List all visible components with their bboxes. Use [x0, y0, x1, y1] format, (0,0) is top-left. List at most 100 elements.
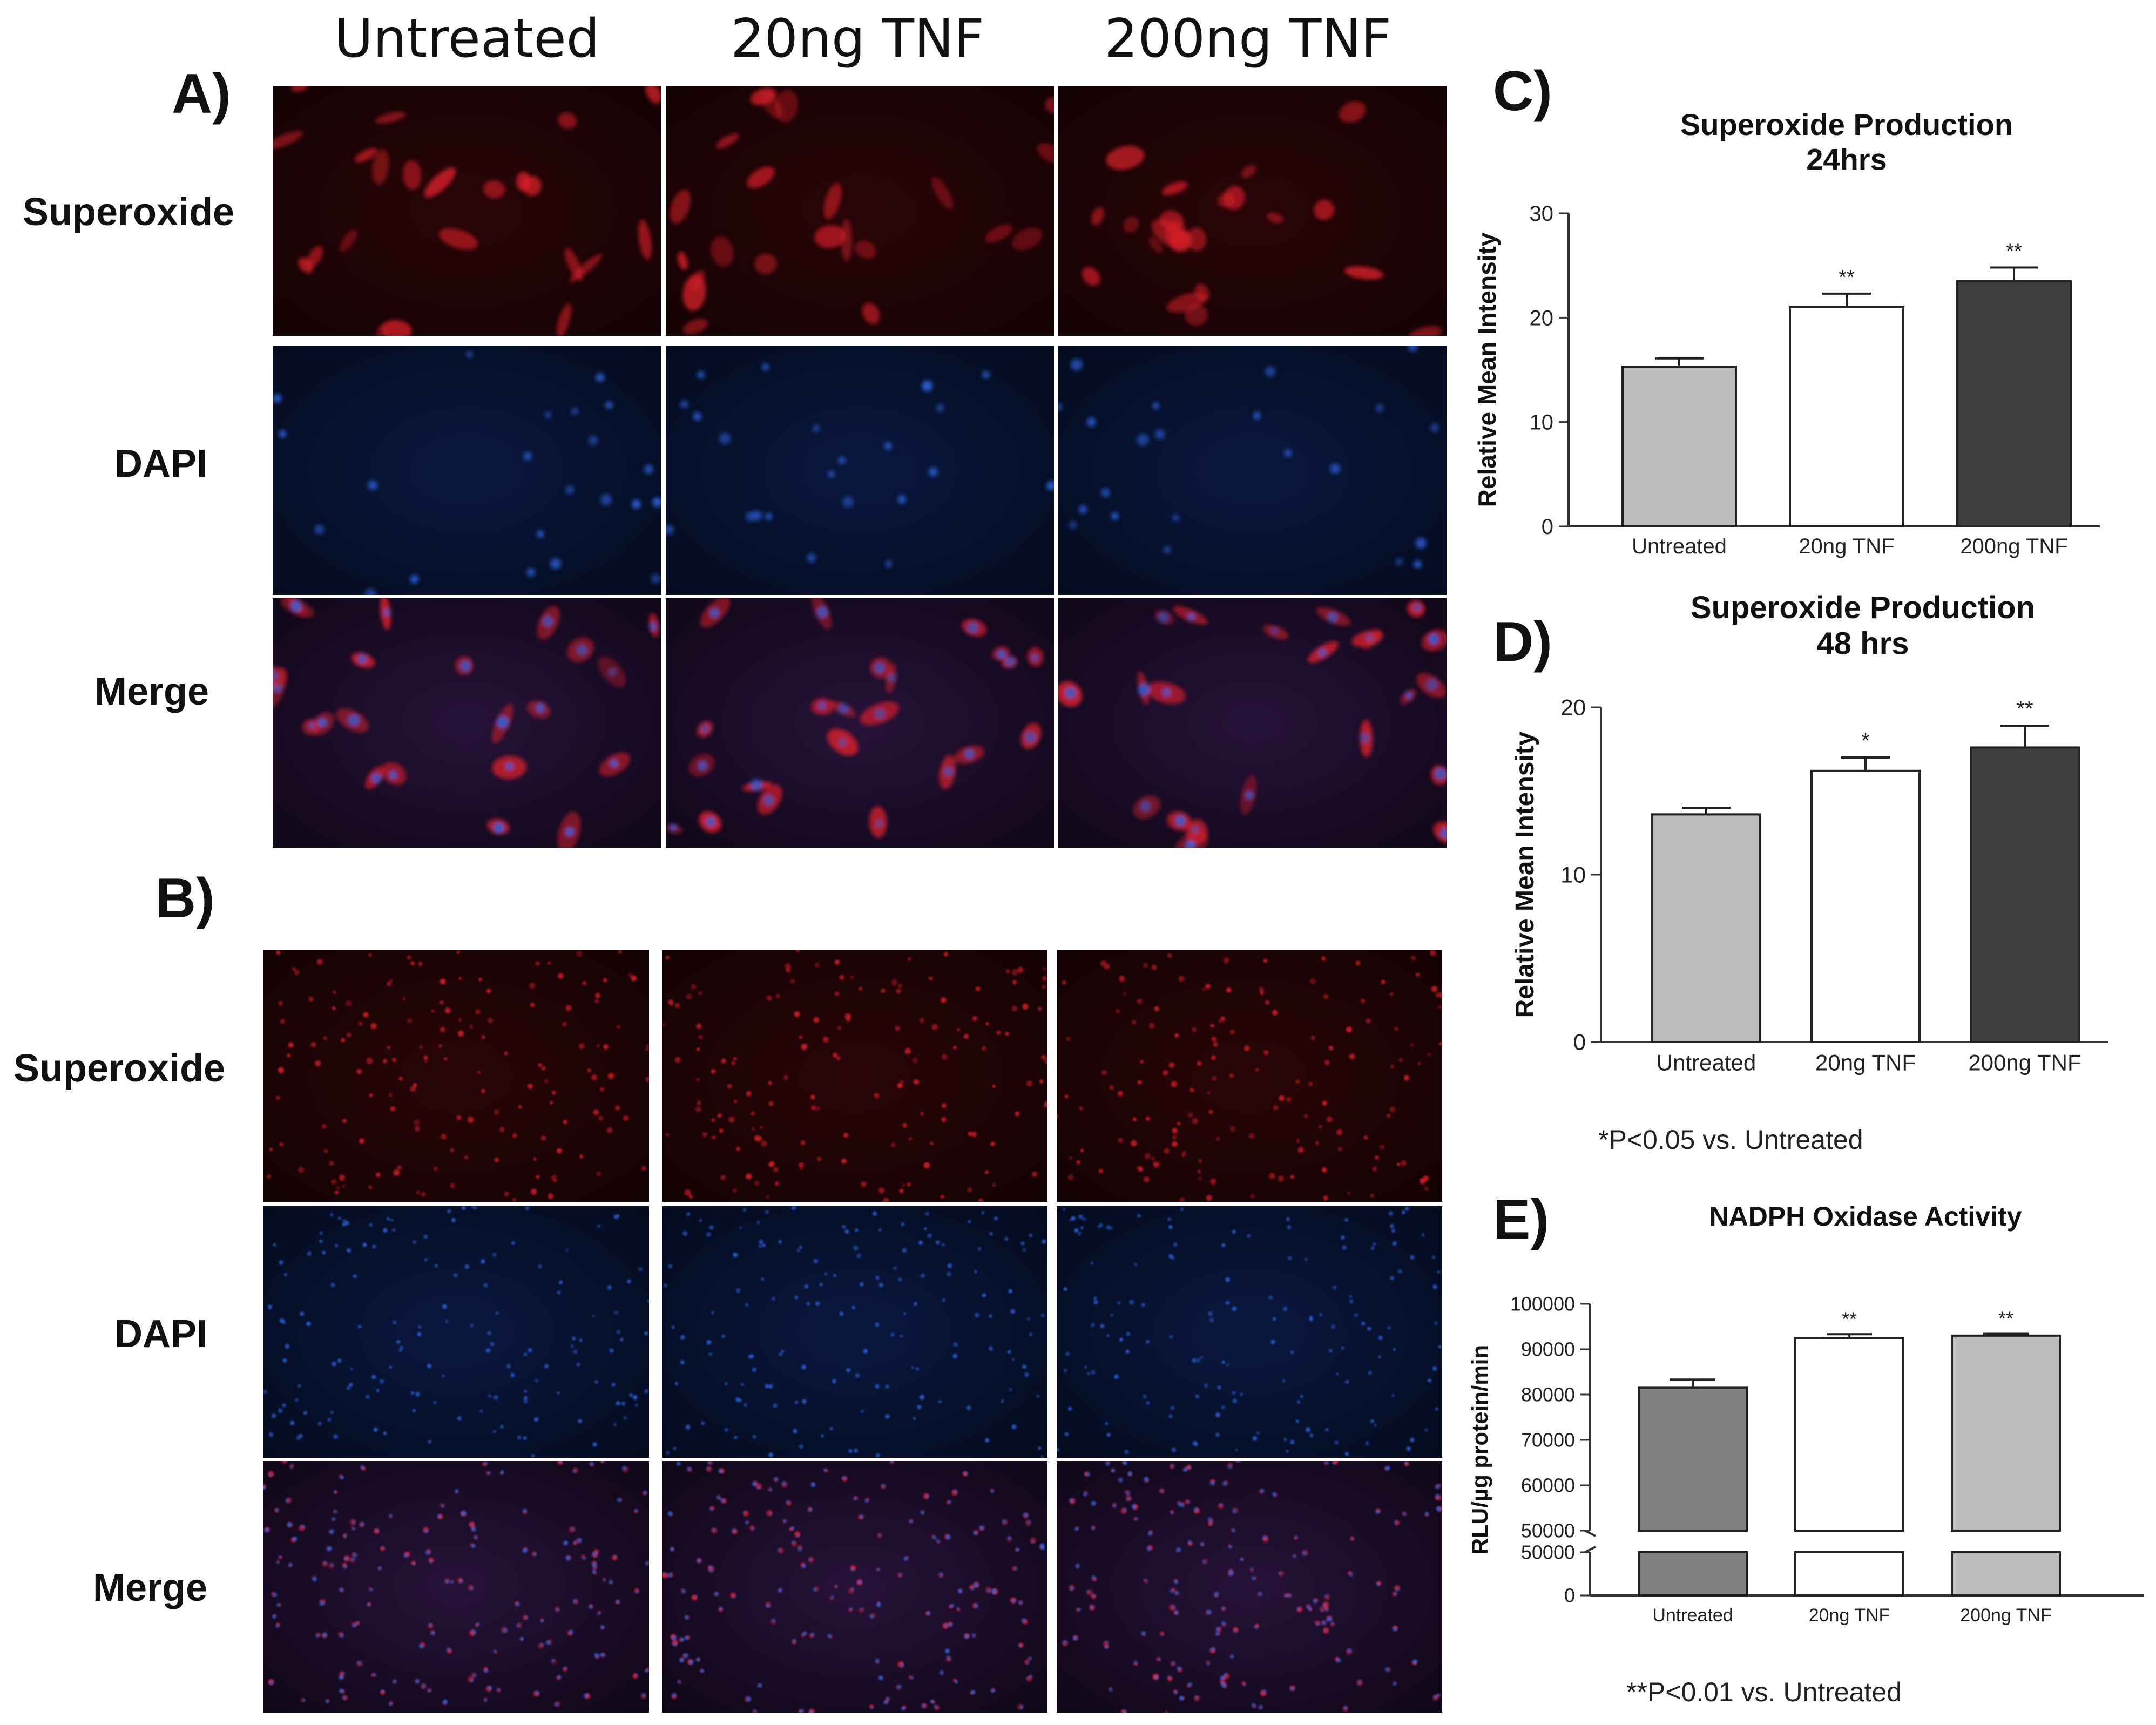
y-tick-label: 10 [1530, 411, 1554, 435]
micrograph-image [273, 598, 661, 848]
micrograph-a-merge-20ng [666, 598, 1054, 848]
micrograph-a-superoxide-20ng [666, 86, 1054, 336]
footnote-p005: *P<0.05 vs. Untreated [1598, 1125, 1863, 1155]
y-axis-label: Relative Mean Intensity [1511, 731, 1539, 1018]
panel-b-row-dapi: DAPI [114, 1313, 208, 1356]
micrograph-image [1057, 1461, 1442, 1713]
micrograph-image [263, 1461, 649, 1713]
column-header-200ng-tnf: 200ng TNF [1104, 8, 1392, 70]
chart-title: 24hrs [1806, 142, 1887, 176]
significance-marker: ** [2006, 240, 2022, 263]
micrograph-b-superoxide-200ng [1057, 950, 1442, 1202]
x-category-label: Untreated [1632, 535, 1727, 558]
bar-lower-20ng-tnf [1794, 1551, 1904, 1597]
panel-e-letter: E) [1493, 1188, 1549, 1251]
y-tick-label: 50000 [1521, 1520, 1575, 1542]
bar-untreated [1651, 813, 1761, 1043]
micrograph-image [1058, 346, 1447, 595]
y-tick-label: 70000 [1521, 1429, 1575, 1451]
axis-break-mark [1584, 1530, 1596, 1537]
panel-a-row-superoxide: Superoxide [23, 191, 235, 234]
micrograph-a-dapi-untreated [273, 346, 661, 595]
bar-upper-20ng-tnf [1794, 1337, 1904, 1532]
x-category-label: Untreated [1652, 1605, 1733, 1626]
y-tick-label: 100000 [1510, 1293, 1575, 1315]
micrograph-a-merge-200ng [1058, 598, 1447, 848]
panel-b-row-merge: Merge [93, 1566, 208, 1609]
micrograph-b-merge-20ng [662, 1461, 1047, 1713]
chart-title: Superoxide Production [1691, 590, 2035, 625]
micrograph-image [1057, 1206, 1442, 1458]
micrograph-b-superoxide-untreated [263, 950, 649, 1202]
micrograph-b-dapi-20ng [662, 1206, 1047, 1458]
micrograph-b-superoxide-20ng [662, 950, 1047, 1202]
micrograph-image [666, 598, 1054, 848]
bar-upper-200ng-tnf [1951, 1334, 2061, 1532]
panel-c-letter: C) [1493, 60, 1552, 123]
bar-200ng-tnf [1956, 280, 2072, 527]
column-header-20ng-tnf: 20ng TNF [731, 8, 984, 70]
micrograph-a-superoxide-untreated [273, 86, 661, 336]
micrograph-image [1058, 598, 1447, 848]
y-axis-label: RLU/µg protein/min [1467, 1345, 1492, 1554]
micrograph-image [273, 86, 661, 336]
micrograph-a-dapi-200ng [1058, 346, 1447, 595]
micrograph-image [666, 86, 1054, 336]
micrograph-image [263, 950, 649, 1202]
significance-marker: ** [1842, 1308, 1857, 1330]
y-tick-label: 10 [1560, 862, 1586, 888]
bar-200ng-tnf [1970, 746, 2080, 1043]
bar-20ng-tnf [1789, 306, 1904, 527]
chart-title: Superoxide Production [1680, 107, 2013, 141]
y-tick-label: 90000 [1521, 1338, 1575, 1361]
x-category-label: 20ng TNF [1799, 535, 1894, 558]
significance-marker: ** [2016, 697, 2033, 721]
chart-title: NADPH Oxidase Activity [1709, 1201, 2022, 1232]
micrograph-b-dapi-200ng [1057, 1206, 1442, 1458]
y-tick-label: 0 [1542, 515, 1553, 539]
significance-marker: ** [1998, 1307, 2013, 1329]
x-category-label: 200ng TNF [1968, 1050, 2081, 1075]
bar-lower-untreated [1638, 1551, 1748, 1597]
y-tick-label: 0 [1564, 1585, 1575, 1607]
axis-break-gap [1949, 1532, 2063, 1551]
micrograph-image [662, 1461, 1047, 1713]
micrograph-image [662, 950, 1047, 1202]
y-axis-label: Relative Mean Intensity [1473, 232, 1501, 507]
x-category-label: 200ng TNF [1960, 535, 2067, 558]
micrograph-a-superoxide-200ng [1058, 86, 1447, 336]
panel-a-row-dapi: DAPI [114, 442, 208, 485]
micrograph-image [263, 1206, 649, 1458]
significance-marker: ** [1839, 266, 1855, 289]
micrograph-image [1057, 950, 1442, 1202]
panel-b-row-superoxide: Superoxide [13, 1047, 226, 1090]
panel-a-letter: A) [172, 63, 231, 125]
micrograph-image [662, 1206, 1047, 1458]
axis-break-gap [1792, 1532, 1907, 1551]
micrograph-b-dapi-untreated [263, 1206, 649, 1458]
panel-b-letter: B) [156, 867, 215, 930]
bar-untreated [1621, 366, 1737, 527]
chart-nadph-oxidase: NADPH Oxidase Activity 50000 60000 70000 800… [1467, 1201, 2144, 1626]
bar-lower-200ng-tnf [1951, 1551, 2061, 1597]
micrograph-image [666, 346, 1054, 595]
micrograph-b-merge-untreated [263, 1461, 649, 1713]
axis-break-mark [1584, 1546, 1596, 1553]
y-tick-label: 50000 [1521, 1541, 1575, 1564]
y-tick-label: 80000 [1521, 1384, 1575, 1406]
significance-marker: * [1861, 729, 1870, 753]
panel-a-row-merge: Merge [94, 670, 209, 713]
bar-upper-untreated [1638, 1386, 1748, 1532]
micrograph-image [273, 346, 661, 595]
micrograph-image [1058, 86, 1447, 336]
axis-break-gap [1635, 1532, 1750, 1551]
panel-d-letter: D) [1493, 611, 1552, 673]
column-header-untreated: Untreated [334, 8, 600, 70]
y-tick-label: 30 [1530, 202, 1554, 226]
y-tick-label: 60000 [1521, 1474, 1575, 1497]
y-tick-label: 0 [1573, 1030, 1586, 1055]
micrograph-b-merge-200ng [1057, 1461, 1442, 1713]
x-category-label: Untreated [1657, 1050, 1756, 1075]
